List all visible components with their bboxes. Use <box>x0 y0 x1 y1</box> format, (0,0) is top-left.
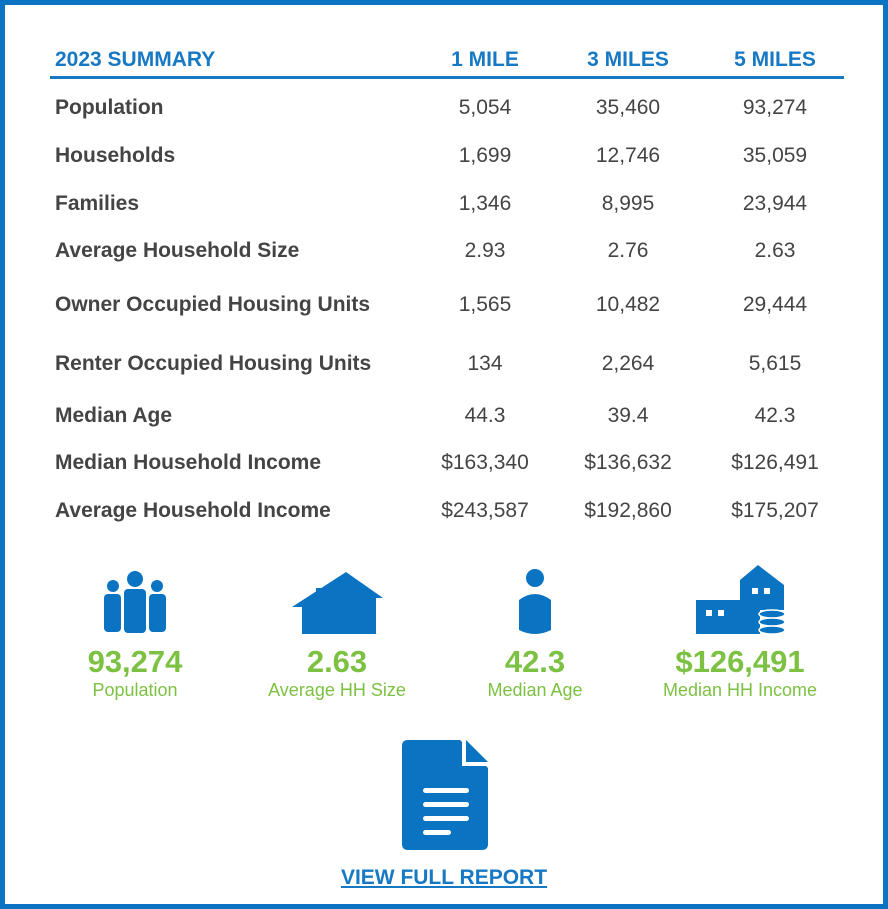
table-row: Median Age 44.3 39.4 42.3 <box>50 392 844 440</box>
stat-label: Population <box>92 680 178 700</box>
cell-value: 2.76 <box>607 239 649 262</box>
stat-value: $126,491 <box>675 644 805 679</box>
stat-label: Average HH Size <box>268 680 406 700</box>
row-label: Owner Occupied Housing Units <box>55 293 371 316</box>
stat-value: 2.63 <box>306 644 368 679</box>
header-rule <box>50 76 844 79</box>
column-header: 2023 SUMMARY <box>55 48 216 71</box>
column-header: 1 MILE <box>451 48 519 71</box>
cell-value: 2.93 <box>464 239 506 262</box>
cell-value: 10,482 <box>595 293 661 316</box>
cell-value: 93,274 <box>742 96 808 119</box>
cell-value: $243,587 <box>441 499 529 522</box>
person-icon <box>519 569 551 634</box>
cell-value: 5,054 <box>458 96 512 119</box>
row-label: Average Household Income <box>55 499 331 522</box>
cell-value: 35,460 <box>595 96 661 119</box>
cell-value: 29,444 <box>742 293 808 316</box>
row-label: Median Household Income <box>55 451 322 474</box>
table-row: Renter Occupied Housing Units 134 2,264 5,6… <box>50 340 844 388</box>
cell-value: 39.4 <box>607 404 649 427</box>
stat-label: Median HH Income <box>662 680 818 700</box>
people-icon <box>104 571 166 633</box>
cell-value: 12,746 <box>595 144 661 167</box>
view-report-link[interactable]: VIEW FULL REPORT <box>340 866 548 889</box>
cell-value: $163,340 <box>441 451 529 474</box>
cell-value: $136,632 <box>584 451 672 474</box>
cell-value: 1,346 <box>458 192 512 215</box>
table-row: Population 5,054 35,460 93,274 <box>50 84 844 132</box>
cell-value: 134 <box>467 352 503 375</box>
cell-value: 23,944 <box>742 192 808 215</box>
cell-value: 35,059 <box>742 144 808 167</box>
cell-value: 2,264 <box>601 352 655 375</box>
column-header: 3 MILES <box>587 48 669 71</box>
cell-value: $192,860 <box>584 499 672 522</box>
row-label: Average Household Size <box>55 239 300 262</box>
house-icon <box>292 572 383 634</box>
row-label: Families <box>55 192 140 215</box>
table-row: Families 1,346 8,995 23,944 <box>50 180 844 228</box>
cell-value: 42.3 <box>754 404 796 427</box>
table-row: Median Household Income $163,340 $136,632 $… <box>50 439 844 487</box>
row-label: Households <box>55 144 176 167</box>
table-row: Average Household Income $243,587 $192,860… <box>50 487 844 535</box>
cell-value: 44.3 <box>464 404 506 427</box>
stat-value: 93,274 <box>87 644 183 679</box>
cell-value: 5,615 <box>748 352 802 375</box>
stat-value: 42.3 <box>504 644 566 679</box>
table-row: Owner Occupied Housing Units 1,565 10,482 2… <box>50 281 844 329</box>
cell-value: 1,565 <box>458 293 512 316</box>
cell-value: 2.63 <box>754 239 796 262</box>
column-header: 5 MILES <box>734 48 816 71</box>
cell-value: $126,491 <box>731 451 819 474</box>
document-icon <box>402 740 488 850</box>
cell-value: 8,995 <box>601 192 655 215</box>
row-label: Renter Occupied Housing Units <box>55 352 372 375</box>
table-row: Average Household Size 2.93 2.76 2.63 <box>50 227 844 275</box>
cell-value: $175,207 <box>731 499 819 522</box>
table-row: Households 1,699 12,746 35,059 <box>50 132 844 180</box>
cell-value: 1,699 <box>458 144 512 167</box>
row-label: Population <box>55 96 164 119</box>
income-icon <box>696 565 786 635</box>
row-label: Median Age <box>55 404 173 427</box>
stat-label: Median Age <box>487 680 583 700</box>
